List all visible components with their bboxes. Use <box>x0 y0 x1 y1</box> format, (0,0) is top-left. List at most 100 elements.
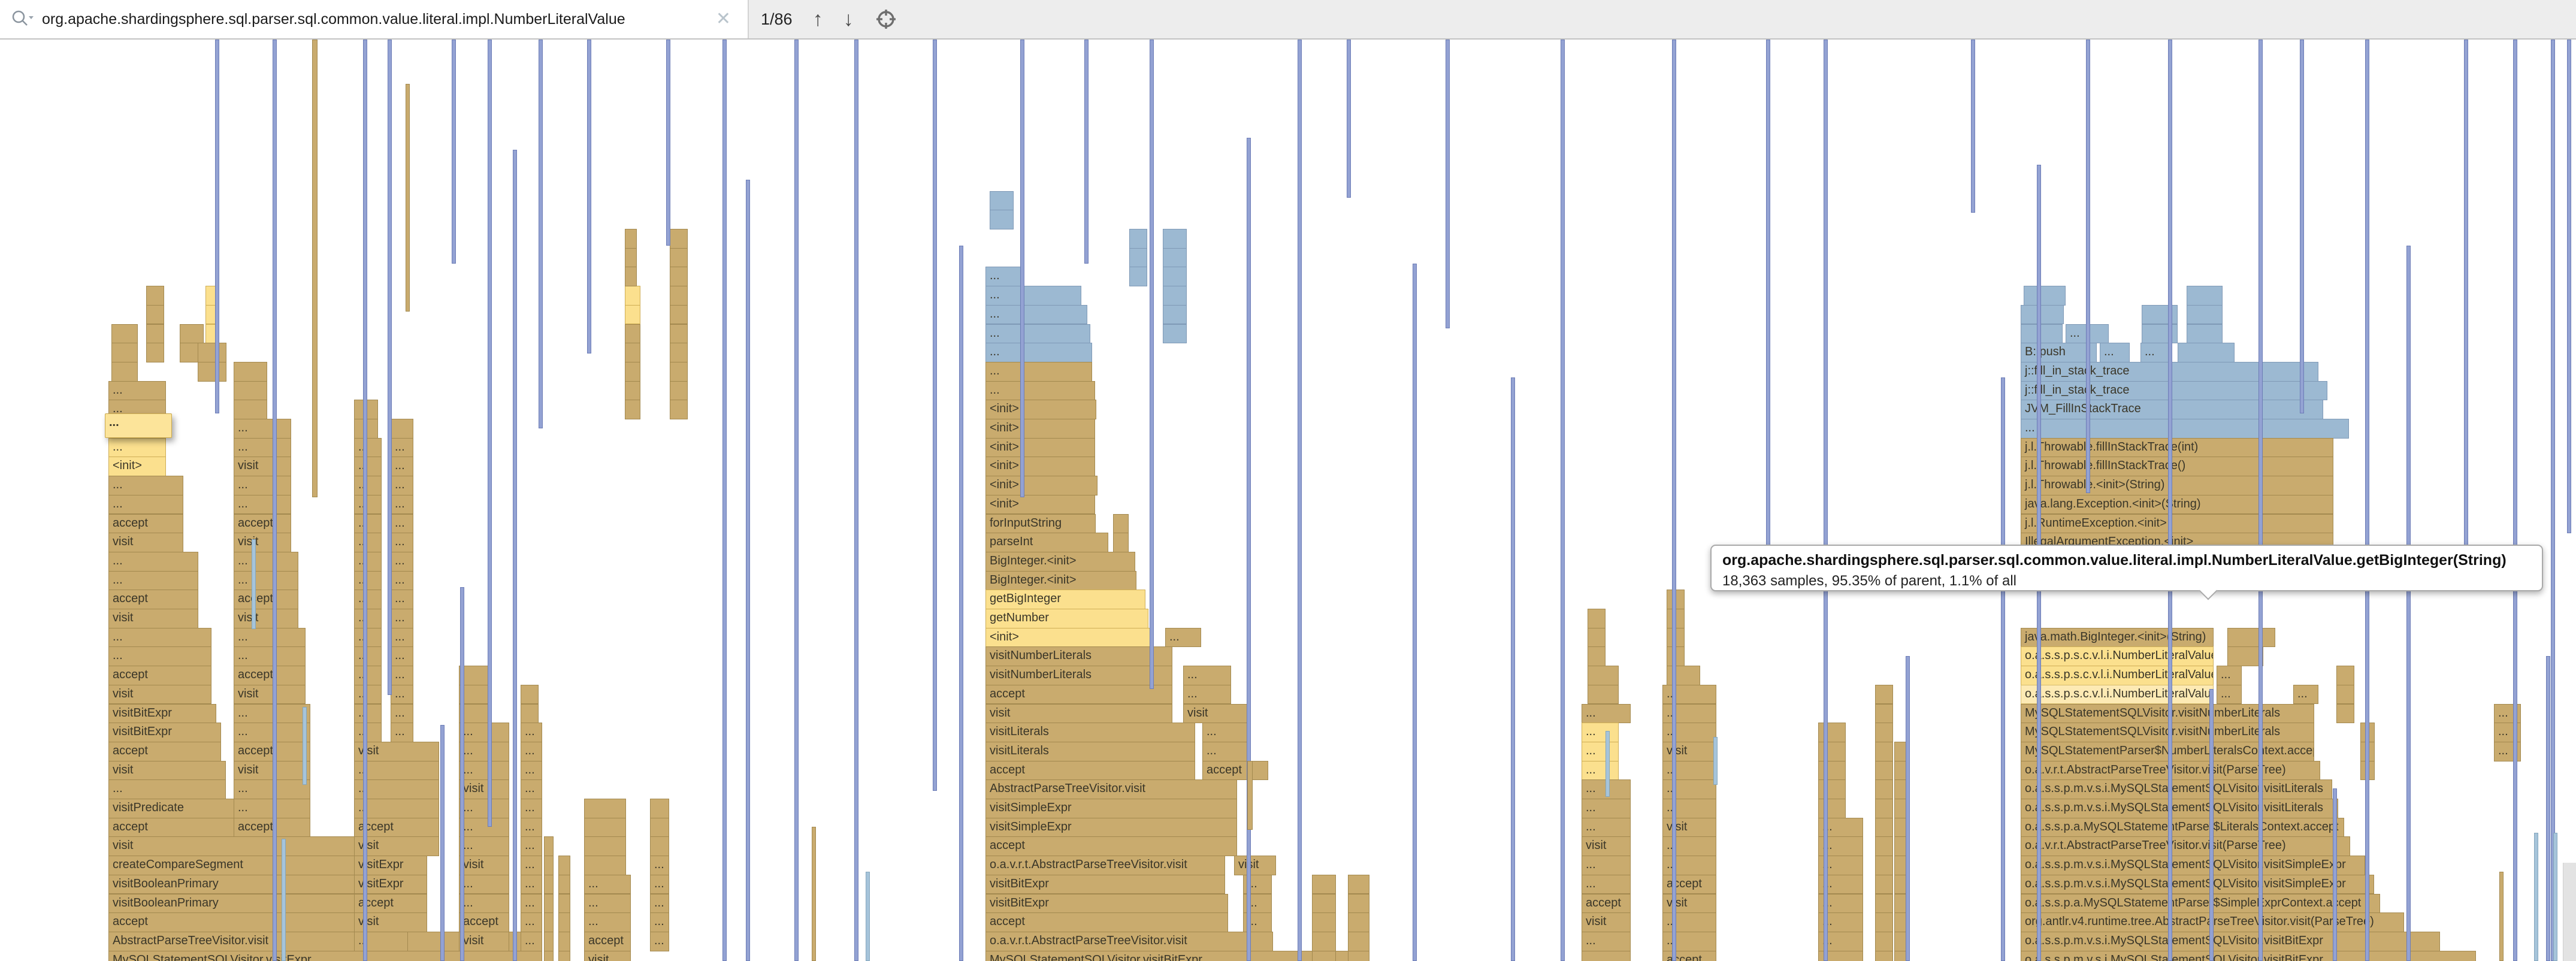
flame-frame[interactable]: ... <box>354 494 382 515</box>
flame-frame[interactable]: ... <box>1582 799 1631 818</box>
flame-spike[interactable] <box>363 40 367 961</box>
clear-search-icon[interactable]: ✕ <box>715 9 731 29</box>
flame-frame[interactable]: ... <box>2293 684 2318 705</box>
flame-spike[interactable] <box>2553 833 2557 961</box>
flame-spike[interactable] <box>273 40 277 961</box>
flame-frame[interactable]: o.a.s.s.p.a.MySQLStatementParser$Literal… <box>2021 817 2344 838</box>
flame-spike[interactable] <box>2333 788 2337 961</box>
flame-frame[interactable]: ... <box>234 723 310 742</box>
flame-frame[interactable]: visit <box>108 684 211 705</box>
flame-frame[interactable]: <init> <box>985 419 1095 439</box>
flame-frame[interactable]: ... <box>1662 703 1716 724</box>
flame-frame[interactable]: ... <box>391 476 413 495</box>
flame-frame[interactable]: accept <box>234 513 291 534</box>
flame-frame[interactable]: o.a.s.s.p.m.v.s.i.MySQLStatementSQLVisit… <box>2021 931 2440 951</box>
flame-frame[interactable]: ... <box>234 646 306 667</box>
flame-frame[interactable]: ... <box>354 931 408 951</box>
flame-frame[interactable]: visitSimpleExpr <box>985 799 1237 818</box>
flame-frame[interactable] <box>2227 627 2275 648</box>
flame-frame[interactable]: ... <box>1662 836 1716 857</box>
flame-frame[interactable] <box>1312 950 1336 961</box>
flame-frame[interactable] <box>1894 912 1906 932</box>
flame-frame[interactable] <box>544 912 554 932</box>
flame-frame[interactable]: ... <box>391 513 413 534</box>
flame-spike[interactable] <box>1606 731 1610 797</box>
flame-frame[interactable] <box>1163 267 1187 287</box>
flame-frame[interactable]: ... <box>459 799 509 818</box>
flame-frame[interactable] <box>234 380 267 401</box>
flame-frame[interactable] <box>625 304 640 325</box>
flame-frame[interactable] <box>1875 684 1893 705</box>
flame-frame[interactable] <box>1818 799 1846 818</box>
flame-frame[interactable]: accept <box>234 666 306 685</box>
flame-frame[interactable]: visit <box>1183 703 1249 724</box>
flame-frame[interactable]: ... <box>521 874 542 894</box>
flame-frame[interactable]: ... <box>354 590 382 609</box>
flame-frame[interactable]: ... <box>459 741 509 761</box>
flame-spike[interactable] <box>1247 138 1251 961</box>
flame-frame[interactable]: ... <box>354 703 382 724</box>
flame-frame[interactable]: ... <box>391 590 413 609</box>
flame-frame[interactable] <box>1894 779 1906 799</box>
flame-frame[interactable]: ... <box>1165 627 1201 648</box>
flame-frame[interactable]: ... <box>234 779 310 799</box>
flame-frame[interactable] <box>1875 912 1893 932</box>
flame-frame[interactable] <box>625 380 640 401</box>
flame-frame[interactable]: visit <box>1662 817 1716 838</box>
flame-frame[interactable] <box>1163 324 1187 344</box>
flame-frame[interactable] <box>1875 931 1893 951</box>
flame-spike[interactable] <box>303 707 307 785</box>
flame-frame[interactable]: <init> <box>985 400 1096 419</box>
flame-frame[interactable]: visit <box>459 931 509 951</box>
flame-frame[interactable]: ... <box>1582 760 1619 781</box>
flame-frame[interactable] <box>670 286 688 306</box>
flame-spike[interactable] <box>2001 377 2005 961</box>
flame-spike[interactable] <box>2300 40 2304 413</box>
flame-frame[interactable] <box>1894 931 1906 951</box>
flame-frame[interactable]: ... <box>521 760 542 781</box>
flame-frame[interactable] <box>146 286 164 306</box>
flame-frame[interactable]: ... <box>1662 931 1716 951</box>
flame-frame[interactable]: o.a.s.s.p.m.v.s.i.MySQLStatementSQLVisit… <box>2021 856 2365 875</box>
flame-spike[interactable] <box>406 84 410 312</box>
flame-frame[interactable]: ... <box>2100 343 2130 362</box>
flame-frame[interactable] <box>2142 324 2178 344</box>
flame-frame[interactable]: ... <box>354 779 439 799</box>
flame-spike[interactable] <box>513 150 517 961</box>
flame-frame[interactable]: j.l.Throwable.<init>(String) <box>2021 476 2333 495</box>
flame-frame[interactable]: o.a.s.s.p.m.v.s.i.MySQLStatementSQLVisit… <box>2021 874 2374 894</box>
flame-frame[interactable]: ... <box>985 286 1081 306</box>
flame-frame[interactable]: visit <box>985 703 1172 724</box>
flame-frame[interactable]: ... <box>1662 912 1716 932</box>
flame-frame[interactable]: visitBooleanPrimary <box>108 874 378 894</box>
flame-frame[interactable] <box>1348 874 1369 894</box>
flame-frame[interactable]: visitBitExpr <box>985 893 1228 914</box>
flame-frame[interactable]: visit <box>584 950 631 961</box>
flame-spike[interactable] <box>2567 40 2571 533</box>
flame-frame[interactable]: visitNumberLiterals <box>985 666 1172 685</box>
flame-spike[interactable] <box>2534 833 2538 961</box>
flame-spike[interactable] <box>1766 40 1770 590</box>
flame-frame[interactable]: ... <box>985 361 1092 382</box>
flame-frame[interactable]: visitLiterals <box>985 741 1195 761</box>
flame-spike[interactable] <box>2546 656 2550 961</box>
flame-frame[interactable]: ... <box>459 723 509 742</box>
next-match-button[interactable]: ↓ <box>843 8 854 31</box>
flame-frame[interactable] <box>1875 874 1893 894</box>
flame-spike[interactable] <box>2551 40 2555 961</box>
flame-frame[interactable]: accept <box>1202 760 1268 781</box>
flame-frame[interactable] <box>544 874 554 894</box>
flame-frame[interactable] <box>1875 817 1893 838</box>
flame-frame[interactable] <box>180 324 204 344</box>
flame-frame[interactable]: o.a.s.s.p.a.MySQLStatementParser$SimpleE… <box>2021 893 2380 914</box>
flame-frame[interactable]: ... <box>1582 950 1631 961</box>
flame-spike[interactable] <box>488 40 492 827</box>
flame-frame[interactable] <box>234 400 267 419</box>
flame-frame[interactable]: visit <box>234 760 310 781</box>
flame-frame[interactable]: accept <box>985 836 1237 857</box>
flame-frame[interactable]: ... <box>521 779 542 799</box>
flame-spike[interactable] <box>1824 40 1828 961</box>
flame-spike[interactable] <box>1446 40 1450 328</box>
flame-frame[interactable]: visit <box>354 836 439 857</box>
flame-frame[interactable]: ... <box>354 666 382 685</box>
